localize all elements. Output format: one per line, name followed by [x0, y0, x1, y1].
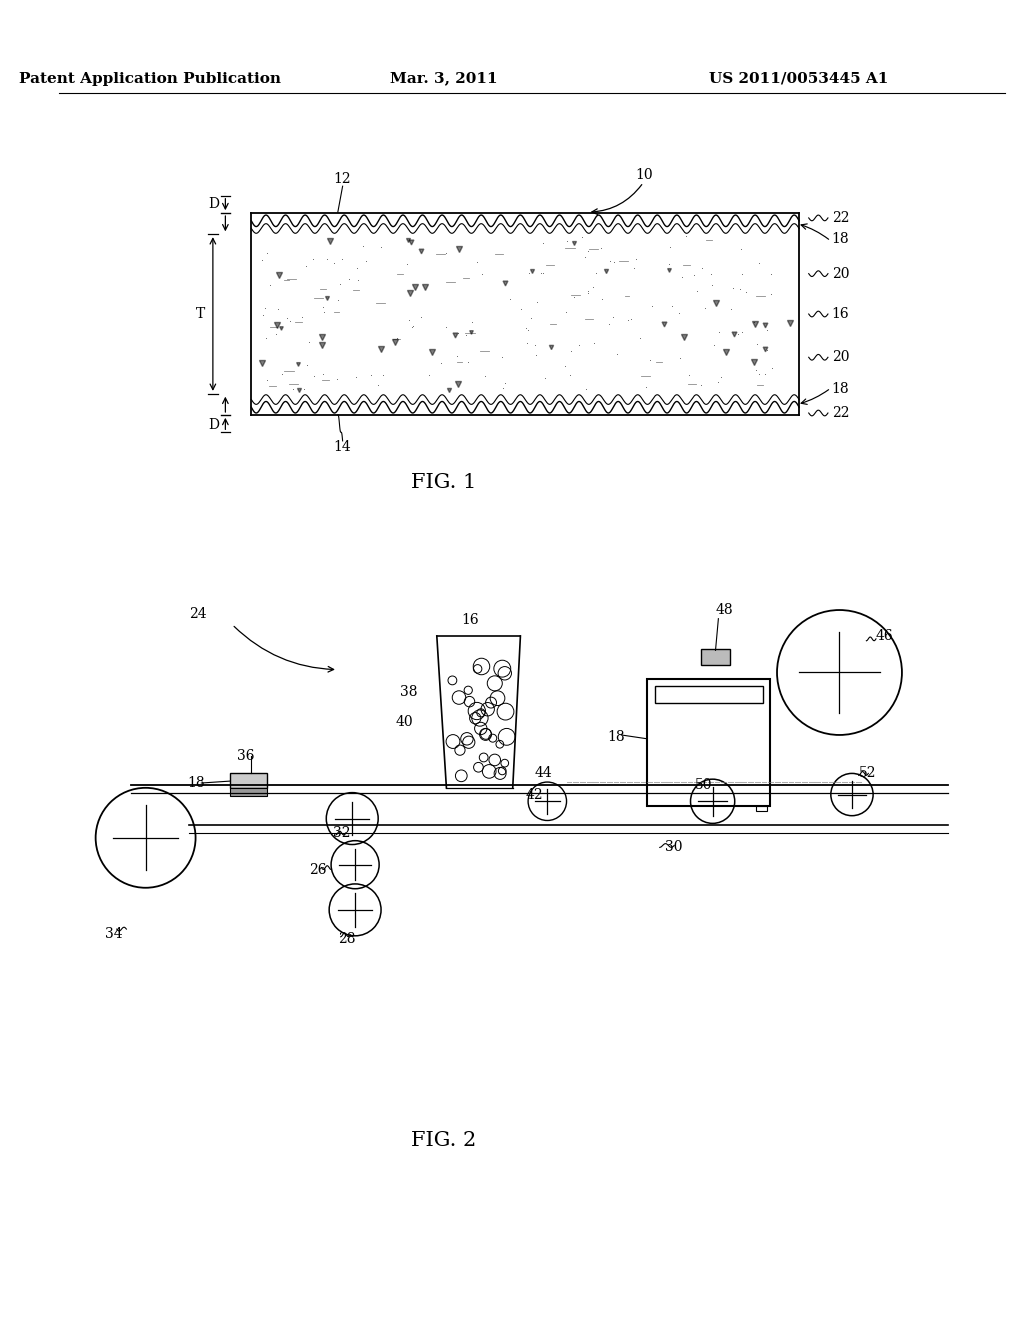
Text: 38: 38: [400, 685, 418, 698]
Text: US 2011/0053445 A1: US 2011/0053445 A1: [710, 71, 889, 86]
Text: 28: 28: [338, 932, 355, 945]
Text: 18: 18: [831, 232, 850, 246]
Text: 52: 52: [859, 767, 877, 780]
Text: 36: 36: [237, 750, 254, 763]
Text: 22: 22: [831, 407, 849, 420]
Text: 10: 10: [636, 168, 653, 182]
Text: 24: 24: [188, 607, 207, 620]
Text: 50: 50: [695, 777, 713, 792]
Text: 12: 12: [333, 173, 350, 186]
Text: 20: 20: [831, 267, 849, 281]
Text: 34: 34: [105, 927, 123, 941]
Text: 16: 16: [831, 308, 850, 321]
Text: 22: 22: [831, 211, 849, 224]
Text: 18: 18: [187, 776, 205, 789]
Text: 18: 18: [607, 730, 625, 744]
Bar: [230, 788, 266, 796]
Bar: [647, 680, 770, 807]
Text: 32: 32: [333, 826, 350, 840]
Text: 18: 18: [831, 381, 850, 396]
Text: 26: 26: [309, 862, 327, 876]
Text: 20: 20: [831, 350, 849, 364]
Text: D: D: [208, 417, 219, 432]
Text: FIG. 2: FIG. 2: [411, 1131, 476, 1150]
Bar: [230, 774, 266, 788]
Text: D: D: [208, 197, 219, 210]
Text: 30: 30: [665, 841, 682, 854]
Bar: [756, 807, 767, 810]
Text: 46: 46: [876, 628, 894, 643]
Text: Mar. 3, 2011: Mar. 3, 2011: [390, 71, 498, 86]
Text: 44: 44: [535, 767, 553, 780]
Bar: [701, 649, 730, 665]
Text: 42: 42: [525, 788, 543, 801]
Text: 14: 14: [333, 440, 351, 454]
Text: 40: 40: [395, 715, 413, 730]
Text: T: T: [196, 308, 205, 321]
Text: 16: 16: [461, 612, 478, 627]
Bar: [655, 686, 763, 704]
Text: 48: 48: [716, 603, 733, 616]
Text: Patent Application Publication: Patent Application Publication: [19, 71, 282, 86]
Text: FIG. 1: FIG. 1: [411, 473, 476, 492]
